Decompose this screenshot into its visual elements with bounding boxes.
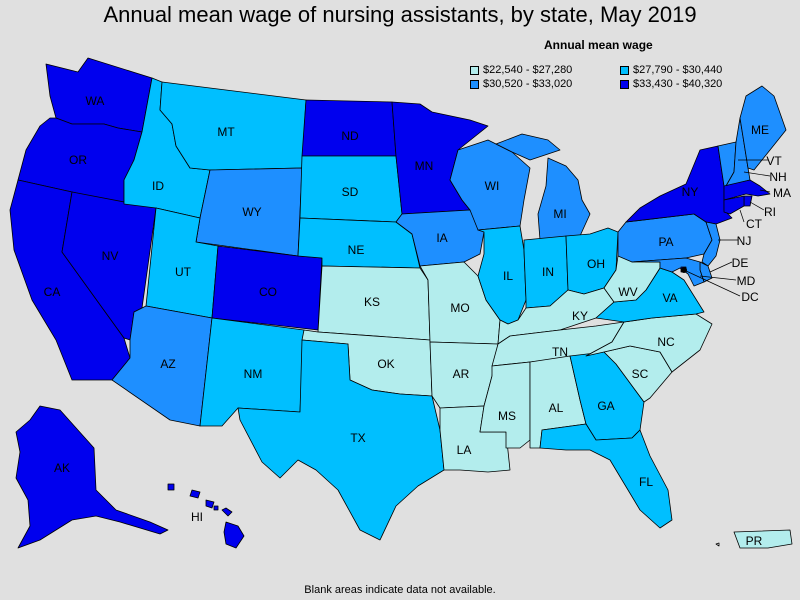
- leader-line-md: [699, 275, 737, 281]
- state-label-id: ID: [152, 179, 164, 193]
- leader-line-ct: [739, 209, 745, 223]
- leader-line-ri: [749, 201, 765, 211]
- state-label-md: MD: [737, 274, 756, 288]
- state-label-pr: PR: [746, 534, 763, 548]
- state-label-ms: MS: [498, 409, 516, 423]
- legend-label: $22,540 - $27,280: [483, 64, 573, 76]
- state-tx[interactable]: [237, 339, 445, 541]
- legend-item-2: $27,790 - $30,440: [620, 64, 722, 76]
- legend-item-3: $30,520 - $33,020: [470, 78, 572, 90]
- legend-swatch: [620, 65, 629, 75]
- state-label-pa: PA: [658, 235, 673, 249]
- legend-swatch: [470, 65, 479, 75]
- state-label-mo: MO: [450, 301, 469, 315]
- state-label-la: LA: [457, 443, 472, 457]
- state-label-oh: OH: [587, 257, 605, 271]
- legend-label: $30,520 - $33,020: [483, 78, 573, 90]
- state-label-wa: WA: [86, 94, 105, 108]
- state-label-ri: RI: [764, 205, 776, 219]
- legend-label: $27,790 - $30,440: [633, 64, 723, 76]
- map-title: Annual mean wage of nursing assistants, …: [103, 2, 697, 27]
- leader-line-dc: [683, 269, 741, 297]
- state-label-vt: VT: [766, 154, 782, 168]
- state-me[interactable]: [739, 85, 787, 171]
- leader-line-ma: [759, 189, 771, 193]
- state-md[interactable]: [631, 257, 705, 287]
- state-wy[interactable]: [195, 167, 303, 257]
- state-label-ca: CA: [44, 285, 61, 299]
- pr-islet: [715, 542, 720, 547]
- legend-label: $33,430 - $40,320: [633, 78, 723, 90]
- state-label-me: ME: [751, 123, 769, 137]
- legend-swatch: [470, 79, 479, 89]
- state-label-nm: NM: [244, 367, 263, 381]
- state-label-wy: WY: [242, 205, 261, 219]
- state-label-in: IN: [542, 265, 554, 279]
- state-label-ct: CT: [746, 217, 763, 231]
- state-label-ne: NE: [348, 243, 365, 257]
- leader-line-nh: [743, 171, 771, 177]
- state-label-ks: KS: [364, 295, 380, 309]
- state-label-va: VA: [662, 291, 677, 305]
- state-hi[interactable]: [167, 483, 245, 549]
- state-label-ny: NY: [682, 185, 699, 199]
- state-label-nh: NH: [769, 170, 786, 184]
- state-ak[interactable]: [15, 405, 169, 549]
- state-label-ut: UT: [175, 265, 192, 279]
- state-label-nv: NV: [102, 249, 119, 263]
- state-label-ga: GA: [597, 399, 614, 413]
- state-label-dc: DC: [741, 290, 759, 304]
- state-ny[interactable]: [625, 145, 733, 225]
- state-label-mt: MT: [217, 125, 235, 139]
- state-label-nd: ND: [341, 129, 359, 143]
- state-label-ak: AK: [54, 461, 70, 475]
- state-label-wv: WV: [618, 285, 637, 299]
- footnote: Blank areas indicate data not available.: [304, 584, 496, 596]
- legend-title: Annual mean wage: [544, 38, 653, 52]
- leader-line-de: [709, 261, 733, 273]
- state-label-ar: AR: [453, 367, 470, 381]
- state-label-or: OR: [69, 153, 87, 167]
- state-label-az: AZ: [160, 357, 175, 371]
- state-label-al: AL: [549, 401, 564, 415]
- state-label-il: IL: [503, 269, 513, 283]
- legend-swatch: [620, 79, 629, 89]
- state-label-nj: NJ: [737, 234, 752, 248]
- state-label-tn: TN: [552, 345, 568, 359]
- state-label-ok: OK: [377, 357, 394, 371]
- state-nd[interactable]: [301, 99, 397, 157]
- state-mi[interactable]: [495, 133, 591, 241]
- state-ct[interactable]: [723, 195, 745, 215]
- state-fl[interactable]: [539, 423, 673, 529]
- legend-item-1: $22,540 - $27,280: [470, 64, 572, 76]
- state-label-mi: MI: [553, 207, 566, 221]
- state-ri[interactable]: [743, 195, 753, 207]
- state-label-sd: SD: [342, 185, 359, 199]
- state-label-nc: NC: [657, 335, 675, 349]
- state-label-ia: IA: [436, 231, 447, 245]
- state-label-fl: FL: [639, 475, 653, 489]
- legend-item-4: $33,430 - $40,320: [620, 78, 722, 90]
- state-label-wi: WI: [485, 179, 500, 193]
- dc-marker: [681, 267, 687, 273]
- state-label-hi: HI: [191, 510, 203, 524]
- state-label-co: CO: [259, 285, 277, 299]
- state-label-mn: MN: [415, 159, 434, 173]
- state-label-ma: MA: [773, 186, 791, 200]
- state-label-ky: KY: [572, 309, 588, 323]
- state-label-tx: TX: [350, 431, 365, 445]
- state-label-sc: SC: [632, 367, 649, 381]
- state-pr[interactable]: [733, 529, 793, 549]
- state-label-de: DE: [732, 256, 749, 270]
